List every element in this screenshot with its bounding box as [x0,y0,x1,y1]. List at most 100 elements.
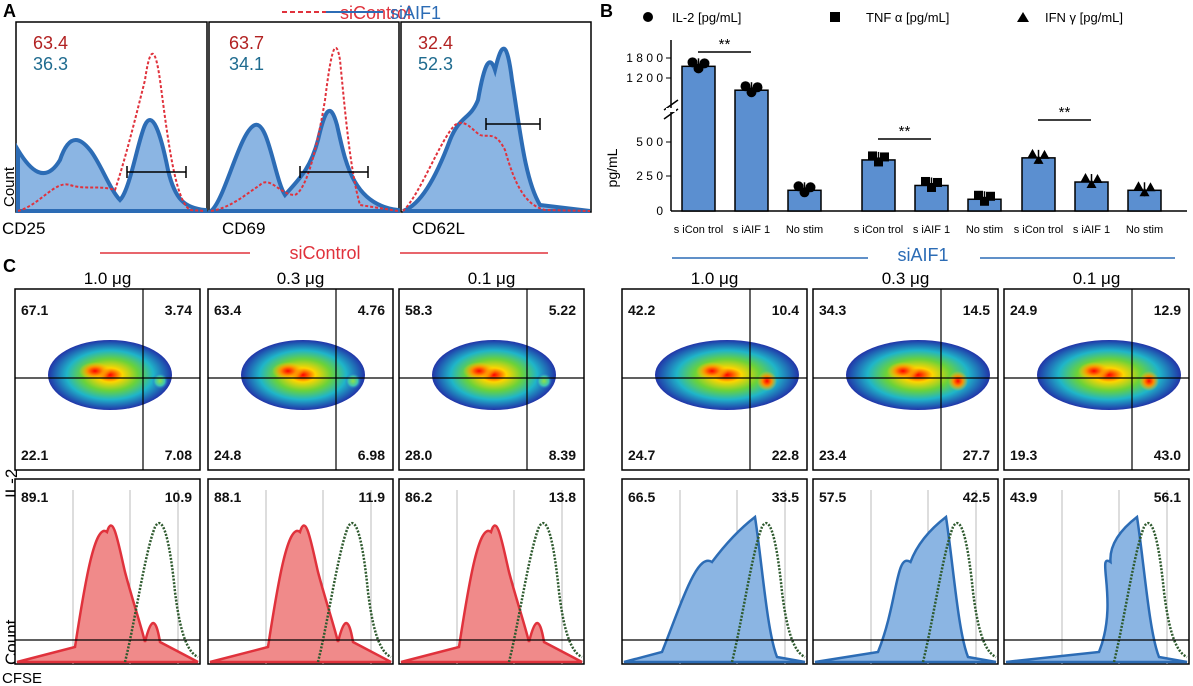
series-3-group: s iCon trol s iAIF 1 No stim ** [1014,104,1163,236]
histo-left-value-1: 89.1 [21,489,48,505]
x-tick-2-2: s iAIF 1 [913,224,950,236]
y-tick-1800: 1 8 0 0 [626,51,663,65]
x-tick-1-3: No stim [786,224,823,236]
siaif1-label-bg [868,244,980,268]
histo-left-value-2: 88.1 [214,489,241,505]
density-hotspot-2 [272,362,304,380]
cd62l-red-percent: 32.4 [418,33,453,53]
marker-cd69: CD69 [222,219,265,238]
quadrant-value-5-1: 34.3 [819,302,846,318]
sig-stars-1: ** [719,36,731,53]
histo-frame-6 [1003,478,1190,665]
histo-right-value-5: 42.5 [963,489,990,505]
x-tick-2-1: s iCon trol [854,224,904,236]
quadrant-value-1-3: 22.1 [21,447,48,463]
legend-a: siControl siAIF1 [282,3,441,23]
point-1-1-3 [699,58,710,69]
point-1-3-3 [805,182,816,193]
cd69-blue-percent: 34.1 [229,54,264,74]
histo-fill-5 [814,514,997,664]
quadrant-value-5-4: 27.7 [963,447,990,463]
cd62l-blue-percent: 52.3 [418,54,453,74]
quadrant-value-1-1: 67.1 [21,302,48,318]
point-2-2-3 [933,177,942,187]
dose-label-6: 0.1 μg [1073,269,1121,288]
histo-right-value-2: 11.9 [359,489,386,505]
density-right-spot-6 [1139,371,1159,391]
density-plot-2: 63.4 4.76 24.8 6.98 [207,288,394,471]
histo-left-value-3: 86.2 [405,489,432,505]
cfse-histogram-5: 57.5 42.5 [812,478,999,665]
density-right-spot-2 [345,373,361,389]
legend-b: IL-2 [pg/mL] TNF α [pg/mL] IFN γ [pg/mL] [643,10,1123,25]
sicontrol-label-bg [250,242,400,264]
x-tick-3-2: s iAIF 1 [1073,224,1110,236]
quadrant-value-6-3: 19.3 [1010,447,1037,463]
y-tick-0: 0 [656,204,663,218]
density-hotspot-6 [1078,362,1110,380]
histo-left-value-4: 66.5 [628,489,655,505]
density-blob-3 [432,340,556,410]
cfse-histogram-4: 66.5 33.5 [621,478,808,665]
bar-3-1 [1021,157,1056,212]
density-plot-1: 67.1 3.74 22.1 7.08 [14,288,201,471]
dose-label-5: 0.3 μg [882,269,930,288]
point-2-1-1 [868,151,877,161]
point-3-1-2 [1033,154,1044,164]
legend-tnfa: TNF α [pg/mL] [866,10,949,25]
density-right-spot-4 [757,371,777,391]
point-3-1-3 [1039,149,1050,159]
histogram-cd25: 63.4 36.3 [15,21,208,213]
series-2-group: s iCon trol s iAIF 1 No stim ** [854,123,1003,236]
y-axis-label: pg/mL [604,148,620,187]
density-plot-6: 24.9 12.9 19.3 43.0 [1003,288,1190,471]
panel-label-a: A [3,1,16,21]
histo-right-value-6: 56.1 [1154,489,1181,505]
x-tick-1-2: s iAIF 1 [733,224,770,236]
point-3-2-2 [1086,179,1097,189]
bar-1-2 [734,89,769,212]
quadrant-value-3-1: 58.3 [405,302,432,318]
density-hotspot-1 [79,362,111,380]
bar-3-2 [1074,181,1109,212]
axis-break-gap [666,108,676,112]
point-2-1-3 [880,152,889,162]
legend-ifng: IFN γ [pg/mL] [1045,10,1123,25]
point-2-3-1 [974,190,983,200]
bars-layer: s iCon trol s iAIF 1 No stim**s iCon trol s… [674,36,1163,236]
y-tick-500: 5 0 0 [636,135,663,149]
marker-cd62l: CD62L [412,219,465,238]
quadrant-value-4-4: 22.8 [772,447,799,463]
point-3-2-1 [1080,173,1091,183]
quadrant-value-2-4: 6.98 [358,447,385,463]
column-5: 0.3 μg 34.3 14.5 23.4 27.7 57.5 42.5 [812,269,999,665]
quadrant-value-5-2: 14.5 [963,302,990,318]
quadrant-value-2-3: 24.8 [214,447,241,463]
histogram-cd62l: 32.4 52.3 [400,21,592,213]
point-3-3-3 [1145,182,1156,192]
histo-unstim-line-6 [1112,521,1188,663]
quadrant-value-6-2: 12.9 [1154,302,1181,318]
histo-fill-4 [623,514,806,664]
density-right-spot-1 [152,373,168,389]
density-blob-6 [1037,340,1181,410]
point-3-2-3 [1092,174,1103,184]
sicontrol-group-label: siControl [289,243,360,263]
histo-fill-6 [1005,514,1188,664]
quadrant-value-1-4: 7.08 [165,447,192,463]
column-1: 1.0 μg 67.1 3.74 22.1 7.08 89.1 10.9 [14,269,201,665]
quadrant-value-3-2: 5.22 [549,302,576,318]
legend-triangle-marker [1017,12,1029,22]
histo-left-value-5: 57.5 [819,489,846,505]
marker-cd25: CD25 [2,219,45,238]
histo-right-value-4: 33.5 [772,489,799,505]
density-plot-4: 42.2 10.4 24.7 22.8 [621,288,808,471]
point-2-3-2 [980,196,989,206]
dose-label-2: 0.3 μg [277,269,325,288]
density-blob-1 [48,340,172,410]
panel-label-b: B [600,1,613,21]
bar-1-1 [681,65,716,212]
density-right-spot-5 [948,371,968,391]
